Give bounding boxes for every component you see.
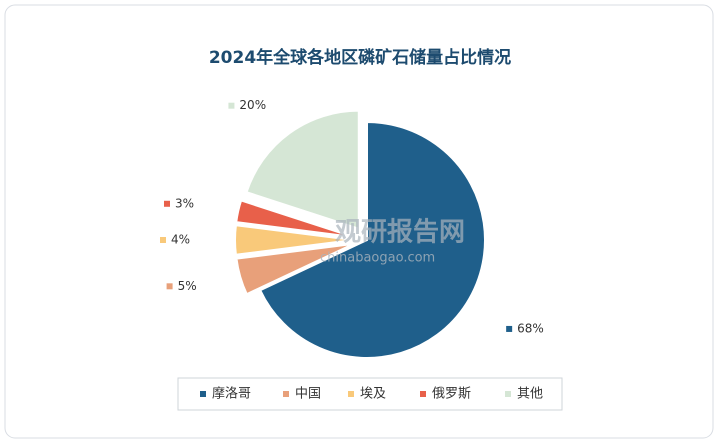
- chart-title: 2024年全球各地区磷矿石储量占比情况: [209, 47, 511, 68]
- pie-slice: [235, 242, 354, 296]
- data-label: 4%: [171, 233, 190, 247]
- pie-slice: [235, 199, 354, 238]
- data-label: 3%: [175, 196, 194, 210]
- legend-marker: [200, 391, 206, 397]
- data-label: 5%: [178, 279, 197, 293]
- legend-box: [177, 377, 563, 411]
- legend-marker: [283, 391, 289, 397]
- legend-label: 俄罗斯: [432, 387, 471, 402]
- pie-slice: [234, 224, 354, 256]
- pie-slice: [245, 109, 360, 231]
- label-marker: [506, 325, 513, 332]
- pie-slice: [258, 120, 486, 359]
- legend-label: 中国: [295, 387, 321, 402]
- watermark-url: chinabaogao.com: [320, 251, 435, 266]
- label-marker: [228, 102, 235, 109]
- legend-marker: [348, 391, 354, 397]
- label-marker: [160, 237, 166, 243]
- data-label: 20%: [239, 98, 266, 112]
- label-marker: [166, 283, 173, 290]
- watermark: 观研报告网: [335, 217, 465, 248]
- data-label: 68%: [517, 321, 544, 335]
- legend-label: 摩洛哥: [212, 386, 251, 402]
- legend-label: 埃及: [360, 387, 386, 402]
- legend-marker: [420, 391, 426, 397]
- legend-label: 其他: [517, 387, 543, 402]
- label-marker: [163, 200, 170, 207]
- legend-marker: [505, 391, 511, 397]
